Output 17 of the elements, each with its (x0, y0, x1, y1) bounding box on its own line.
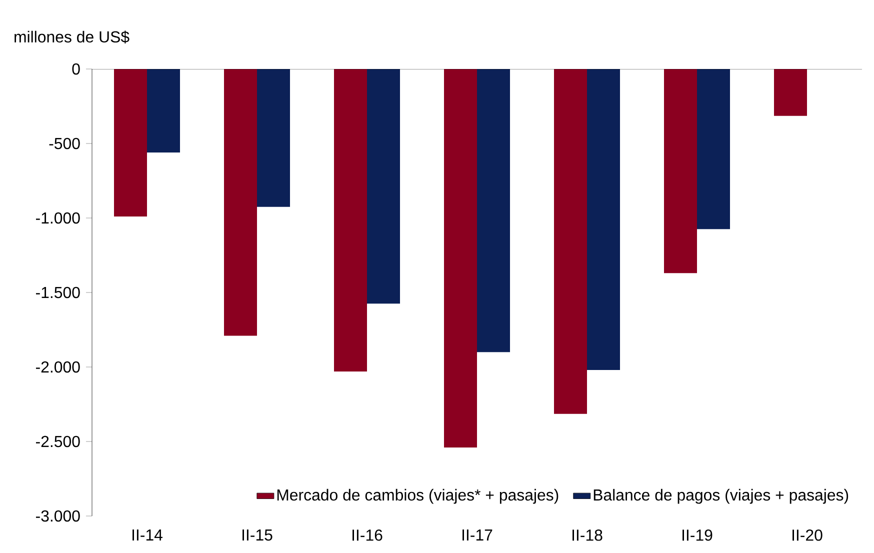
legend-label: Balance de pagos (viajes + pasajes) (594, 488, 848, 504)
x-tick-label: II-17 (462, 530, 492, 540)
x-tick-label: II-18 (572, 530, 602, 541)
x-tick-label: II-14 (132, 530, 162, 540)
y-tick-label: 0 (72, 63, 80, 75)
y-tick-label: -2.500 (36, 436, 80, 448)
y-tick-label: -2.000 (36, 361, 80, 373)
y-tick-label: -500 (49, 138, 80, 150)
legend-label: Mercado de cambios (viajes* + pasajes) (277, 488, 558, 504)
x-tick-label: II-15 (242, 530, 272, 541)
y-tick-label: -1.500 (36, 286, 80, 298)
x-tick-label: II-20 (792, 530, 822, 541)
y-tick-label: -3.000 (36, 510, 80, 522)
x-tick-label: II-16 (352, 530, 382, 541)
y-axis-title: millones de US$ (14, 30, 130, 44)
x-tick-label: II-19 (682, 530, 712, 541)
y-tick-label: -1.000 (36, 212, 80, 224)
